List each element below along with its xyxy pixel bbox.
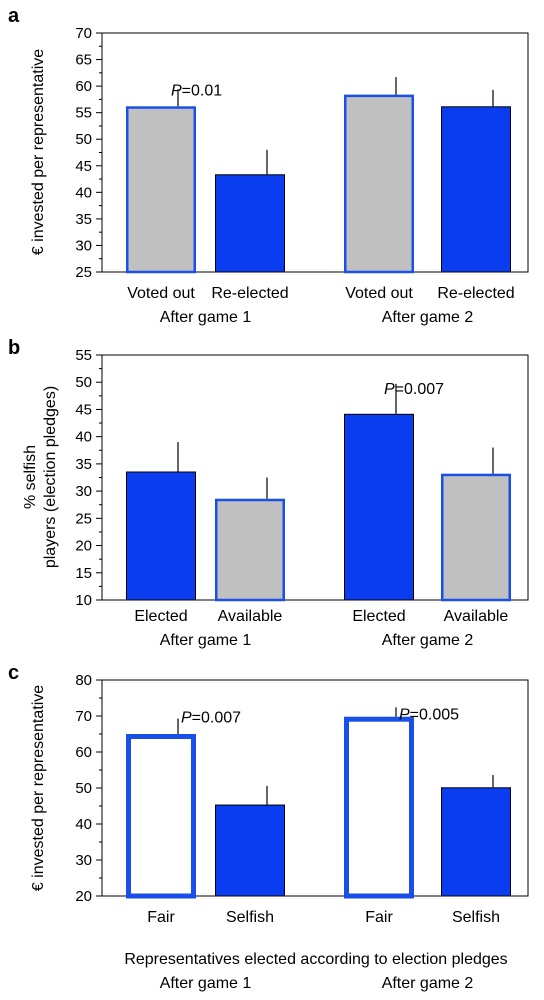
- category-label: Available: [218, 608, 283, 625]
- bar: [215, 174, 285, 273]
- group-label: After game 1: [160, 632, 252, 649]
- panel-letter: a: [8, 5, 20, 27]
- y-tick-label: 40: [75, 816, 92, 833]
- category-label: Selfish: [452, 909, 500, 926]
- group-label: After game 2: [382, 632, 474, 649]
- group-label: After game 1: [160, 309, 252, 326]
- p-label: P: [399, 706, 410, 723]
- category-label: Fair: [365, 909, 393, 926]
- group-label: After game 2: [382, 309, 474, 326]
- bar: [215, 498, 285, 602]
- panel-c: c 20 30 40 50 60 70 80 € invested per representa…: [8, 662, 529, 992]
- y-tick-label: 70: [75, 708, 92, 725]
- category-label: Elected: [134, 608, 187, 625]
- y-tick-label: 25: [75, 264, 92, 281]
- p-value: =0.007: [192, 710, 241, 727]
- category-label: Selfish: [226, 909, 274, 926]
- panel-letter: c: [8, 662, 19, 684]
- category-label: Fair: [147, 909, 175, 926]
- p-label: P: [384, 381, 395, 398]
- y-tick-label: 10: [75, 592, 92, 609]
- bar: [344, 94, 414, 274]
- bar: [126, 106, 196, 274]
- y-tick-label: 35: [75, 211, 92, 228]
- category-label: Voted out: [127, 285, 195, 302]
- y-tick-label: 30: [75, 852, 92, 869]
- y-tick-label: 50: [75, 780, 92, 797]
- group-label: After game 2: [382, 975, 474, 992]
- y-tick-label: 60: [75, 78, 92, 95]
- p-label: P: [181, 710, 192, 727]
- y-tick-label: 65: [75, 52, 92, 69]
- y-tick-label: 45: [75, 158, 92, 175]
- bar: [441, 473, 511, 602]
- y-tick-label: 40: [75, 429, 92, 446]
- y-axis-title: € invested per representative: [30, 49, 47, 255]
- bar: [344, 413, 414, 601]
- x-axis-title: Representatives elected according to ele…: [124, 951, 507, 968]
- y-tick-label: 25: [75, 510, 92, 527]
- y-tick-label: 20: [75, 888, 92, 905]
- category-label: Re-elected: [211, 285, 288, 302]
- p-value: =0.005: [410, 706, 459, 723]
- y-tick-label: 15: [75, 565, 92, 582]
- y-tick-label: 30: [75, 237, 92, 254]
- p-label: P: [171, 82, 182, 99]
- bar: [441, 106, 511, 273]
- bar: [344, 716, 414, 899]
- y-tick-label: 50: [75, 374, 92, 391]
- panel-a: a 25 30 35 40 45 50 55 60 65 70 € invested per repr…: [8, 5, 529, 326]
- y-axis-title: € invested per representative: [30, 685, 47, 891]
- p-value: =0.01: [182, 82, 223, 99]
- p-value-annotation: P=0.007: [181, 710, 241, 727]
- p-value-annotation: P=0.01: [171, 82, 222, 99]
- p-value-annotation: P=0.005: [399, 706, 459, 723]
- panel-b: b 10 15 20 25 30 35 40 45 50 55 % selfish players (e…: [8, 337, 529, 649]
- bar: [126, 734, 196, 899]
- category-label: Elected: [352, 608, 405, 625]
- y-tick-label: 20: [75, 538, 92, 555]
- y-tick-label: 55: [75, 105, 92, 122]
- y-tick-label: 45: [75, 401, 92, 418]
- bar: [215, 804, 285, 897]
- category-label: Re-elected: [437, 285, 514, 302]
- y-axis-title-line: players (election pledges): [42, 386, 59, 568]
- group-label: After game 1: [160, 975, 252, 992]
- y-tick-label: 35: [75, 456, 92, 473]
- y-axis-title-line: % selfish: [22, 445, 39, 509]
- y-tick-label: 30: [75, 483, 92, 500]
- y-tick-label: 50: [75, 131, 92, 148]
- y-tick-label: 70: [75, 25, 92, 42]
- y-tick-label: 40: [75, 184, 92, 201]
- p-value: =0.007: [395, 381, 444, 398]
- bar: [441, 787, 511, 897]
- y-tick-label: 55: [75, 347, 92, 364]
- bar: [126, 471, 196, 601]
- p-value-annotation: P=0.007: [384, 381, 444, 398]
- y-tick-label: 60: [75, 744, 92, 761]
- category-label: Available: [444, 608, 509, 625]
- category-label: Voted out: [345, 285, 413, 302]
- y-tick-label: 80: [75, 672, 92, 689]
- panel-letter: b: [8, 337, 20, 359]
